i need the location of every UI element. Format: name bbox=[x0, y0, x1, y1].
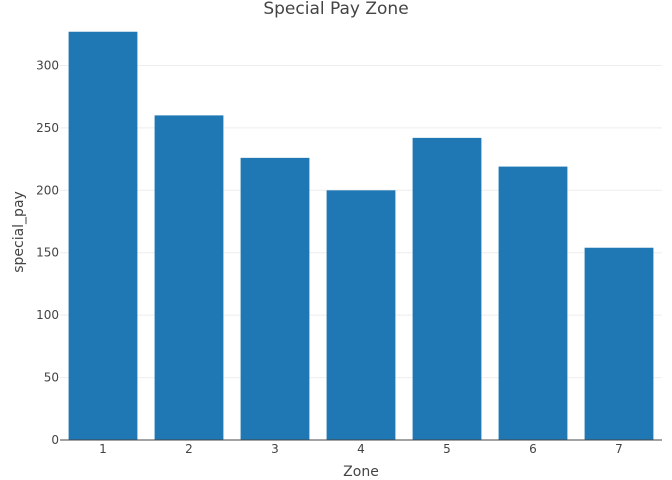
y-tick-label: 250 bbox=[36, 121, 59, 135]
y-tick-label: 300 bbox=[36, 58, 59, 72]
bar-zone-6 bbox=[498, 166, 568, 440]
y-tick-label: 100 bbox=[36, 308, 59, 322]
bars bbox=[68, 31, 654, 441]
bar-zone-2 bbox=[154, 115, 224, 441]
bar-zone-3 bbox=[240, 157, 310, 441]
x-tick-labels: 1 2 3 4 5 6 7 bbox=[99, 442, 623, 456]
y-tick-label: 200 bbox=[36, 183, 59, 197]
y-tick-label: 50 bbox=[44, 371, 59, 385]
x-tick-label: 5 bbox=[443, 442, 451, 456]
x-tick-label: 1 bbox=[99, 442, 107, 456]
y-axis-title: special_pay bbox=[11, 191, 27, 273]
y-tick-labels: 0 50 100 150 200 250 300 bbox=[36, 58, 59, 447]
x-tick-label: 3 bbox=[271, 442, 279, 456]
x-tick-label: 6 bbox=[529, 442, 537, 456]
bar-zone-1 bbox=[68, 31, 138, 441]
x-axis-title: Zone bbox=[343, 464, 379, 480]
chart-title: Special Pay Zone bbox=[263, 0, 408, 19]
x-tick-label: 2 bbox=[185, 442, 193, 456]
x-tick-label: 7 bbox=[615, 442, 623, 456]
y-tick-label: 150 bbox=[36, 246, 59, 260]
bar-zone-7 bbox=[584, 247, 654, 440]
y-tick-label: 0 bbox=[51, 433, 59, 447]
x-tick-label: 4 bbox=[357, 442, 365, 456]
bar-zone-5 bbox=[412, 137, 482, 440]
bar-zone-4 bbox=[326, 190, 396, 440]
